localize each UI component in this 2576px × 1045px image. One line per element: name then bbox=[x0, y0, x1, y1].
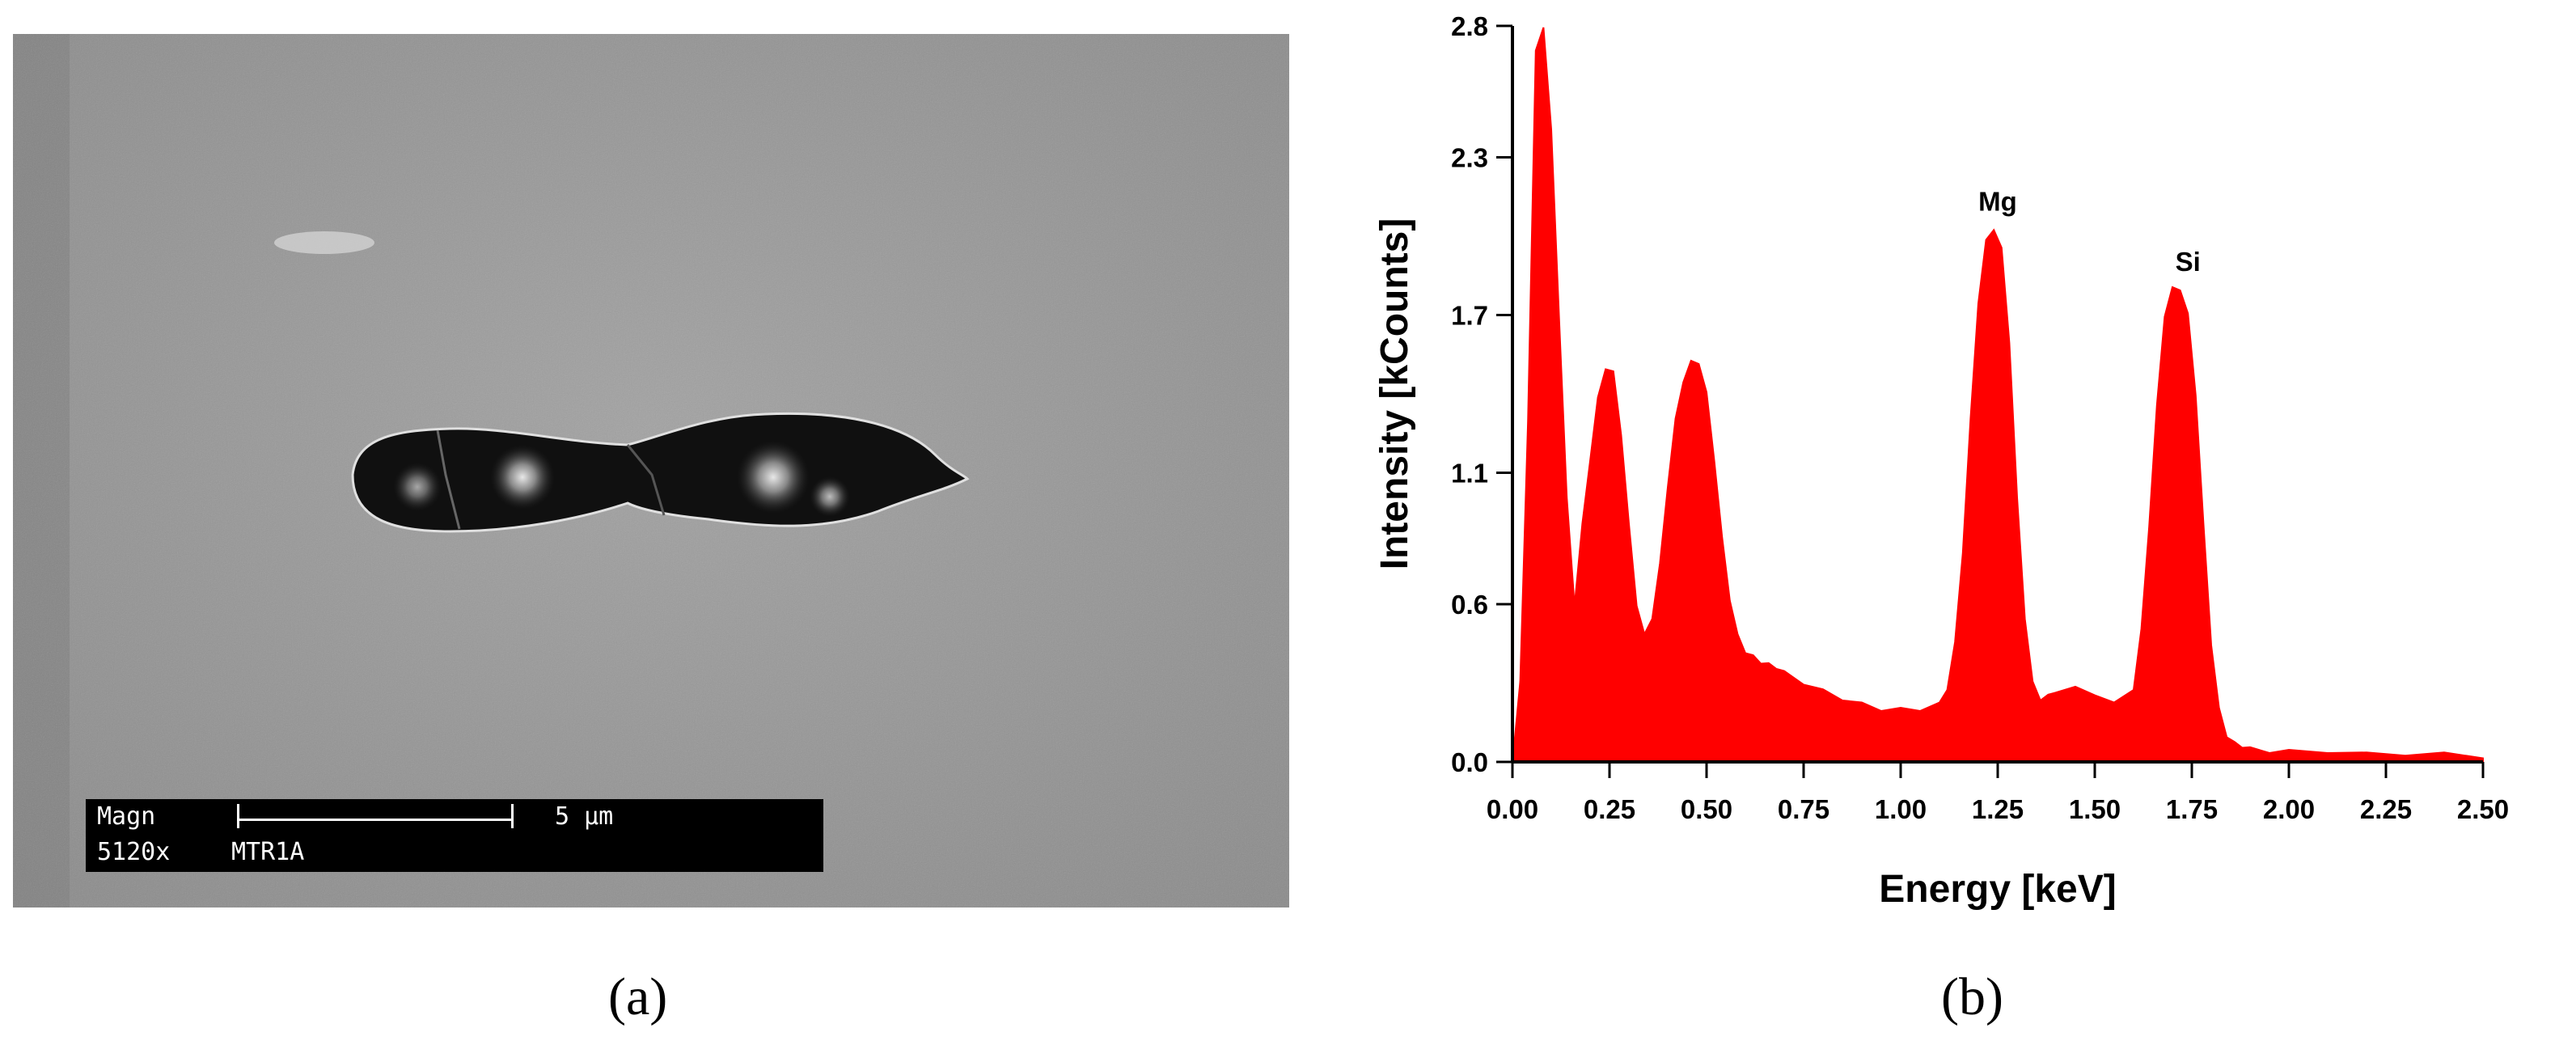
x-tick-label: 0.25 bbox=[1584, 794, 1635, 824]
magnification-value: 5120x bbox=[97, 838, 171, 866]
y-tick-label: 0.6 bbox=[1451, 590, 1488, 620]
sem-image-graphic bbox=[13, 34, 1289, 908]
x-tick-label: 0.00 bbox=[1487, 794, 1538, 824]
sem-info-bar: Magn 5120x 5 µm MTR1A bbox=[86, 799, 823, 872]
panel-label-a: (a) bbox=[608, 967, 668, 1026]
sample-id: MTR1A bbox=[231, 838, 305, 866]
scale-bar-label: 5 µm bbox=[555, 802, 614, 831]
y-tick-label: 2.8 bbox=[1451, 11, 1488, 41]
sem-micrograph: Magn 5120x 5 µm MTR1A bbox=[13, 34, 1289, 908]
x-tick-label: 0.75 bbox=[1778, 794, 1829, 824]
x-tick-label: 2.25 bbox=[2360, 794, 2412, 824]
plot-area bbox=[1512, 27, 2484, 764]
y-tick-label: 2.3 bbox=[1451, 143, 1488, 173]
surface-particle bbox=[274, 231, 374, 254]
chart-axes: 0.00 0.25 0.50 0.75 1.00 1.25 1.50 1.75 2.00 2.25… bbox=[1451, 11, 2509, 824]
y-tick-label: 1.1 bbox=[1451, 459, 1488, 489]
panel-label-b: (b) bbox=[1941, 967, 2003, 1026]
x-tick-label: 1.50 bbox=[2069, 794, 2121, 824]
x-axis-label: Energy [keV] bbox=[1879, 868, 2116, 911]
x-tick-label: 1.25 bbox=[1972, 794, 2024, 824]
y-axis-label: Intensity [kCounts] bbox=[1373, 218, 1416, 570]
scale-bar-tick-right bbox=[511, 804, 514, 828]
peak-label-si: Si bbox=[2176, 247, 2201, 277]
x-tick-label: 0.50 bbox=[1681, 794, 1732, 824]
scale-bar bbox=[238, 819, 513, 821]
y-tick-label: 1.7 bbox=[1451, 301, 1488, 331]
x-tick-label: 1.75 bbox=[2166, 794, 2218, 824]
peak-label-mg: Mg bbox=[1978, 186, 2017, 216]
chart-labels: Energy [keV] Intensity [kCounts] Mg Si bbox=[1373, 186, 2201, 911]
spectrum-area-0 bbox=[1512, 27, 2484, 764]
x-tick-label: 2.00 bbox=[2263, 794, 2315, 824]
eds-spectrum-chart: 0.00 0.25 0.50 0.75 1.00 1.25 1.50 1.75 2.00 2.25… bbox=[1373, 11, 2509, 911]
x-tick-label: 2.50 bbox=[2457, 794, 2509, 824]
scale-bar-tick-left bbox=[237, 804, 239, 828]
x-tick-label: 1.00 bbox=[1875, 794, 1927, 824]
y-tick-label: 0.0 bbox=[1451, 747, 1488, 777]
magnification-label: Magn bbox=[97, 802, 156, 831]
